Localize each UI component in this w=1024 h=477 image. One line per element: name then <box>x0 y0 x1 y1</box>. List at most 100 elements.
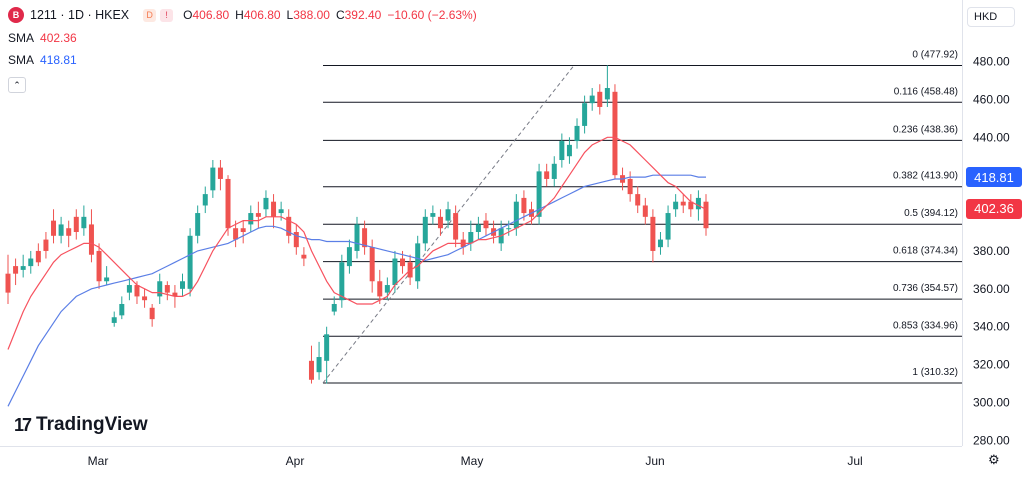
candle[interactable] <box>422 209 428 251</box>
candle[interactable] <box>96 243 102 289</box>
candle[interactable] <box>187 228 193 297</box>
candle[interactable] <box>51 209 57 244</box>
candle[interactable] <box>149 303 155 327</box>
candle[interactable] <box>104 266 110 286</box>
market-closed-badge[interactable]: ! <box>160 8 174 22</box>
delayed-data-badge[interactable]: D <box>143 8 157 22</box>
candle[interactable] <box>217 160 223 191</box>
trend-line[interactable] <box>322 65 575 384</box>
candle[interactable] <box>248 205 254 232</box>
candle[interactable] <box>81 205 87 236</box>
candle[interactable] <box>437 209 443 236</box>
candle[interactable] <box>673 194 679 217</box>
candle[interactable] <box>240 220 246 244</box>
candle[interactable] <box>521 190 527 221</box>
candle[interactable] <box>316 341 322 380</box>
candle[interactable] <box>210 160 216 198</box>
candle[interactable] <box>263 190 269 217</box>
candle[interactable] <box>612 84 618 179</box>
candle[interactable] <box>180 273 185 297</box>
candle[interactable] <box>5 254 11 304</box>
candle[interactable] <box>88 209 94 263</box>
time-axis[interactable]: Mar Apr May Jun Jul <box>0 446 962 477</box>
candle[interactable] <box>415 235 421 289</box>
candle[interactable] <box>582 95 588 134</box>
candle[interactable] <box>13 258 19 286</box>
candle[interactable] <box>680 194 686 214</box>
price-axis[interactable]: 280.00300.00320.00340.00360.00380.00400.… <box>962 0 1024 446</box>
candle[interactable] <box>28 250 34 274</box>
candle[interactable] <box>301 247 307 267</box>
candle[interactable] <box>286 209 292 244</box>
candle[interactable] <box>392 250 398 293</box>
candle[interactable] <box>597 84 603 115</box>
candle[interactable] <box>650 209 656 263</box>
candle[interactable] <box>475 216 481 240</box>
candle[interactable] <box>703 194 709 236</box>
candle[interactable] <box>157 273 163 304</box>
chevron-up-icon: ⌃ <box>13 79 21 90</box>
candle[interactable] <box>445 201 451 229</box>
time-tick-label: Mar <box>88 454 109 468</box>
candle[interactable] <box>271 194 277 229</box>
settings-gear-icon[interactable]: ⚙ <box>988 452 1000 467</box>
candle[interactable] <box>506 220 512 236</box>
candle[interactable] <box>536 163 542 225</box>
currency-selector[interactable]: HKD <box>967 7 1015 27</box>
candle[interactable] <box>604 65 610 107</box>
candle[interactable] <box>362 220 368 255</box>
sma-fast-line[interactable] <box>7 136 707 350</box>
candle[interactable] <box>43 232 49 259</box>
candle[interactable] <box>35 243 41 267</box>
candle[interactable] <box>66 220 72 248</box>
candle[interactable] <box>453 205 459 248</box>
candle[interactable] <box>574 118 580 149</box>
fib-level-label: 0.116 (458.48) <box>894 86 958 97</box>
candle[interactable] <box>589 88 595 111</box>
candle[interactable] <box>293 224 299 255</box>
candle[interactable] <box>377 269 383 304</box>
chart-area[interactable]: 0 (477.92) 0.116 (458.48) 0.236 (438.36) 0.… <box>0 0 962 446</box>
candle[interactable] <box>642 197 648 225</box>
collapse-legend-button[interactable]: ⌃ <box>8 77 26 93</box>
candle[interactable] <box>142 288 148 308</box>
candle[interactable] <box>688 194 694 217</box>
candle[interactable] <box>551 156 557 187</box>
candle[interactable] <box>164 281 170 301</box>
sma-fast-legend[interactable]: SMA 402.36 <box>8 31 77 45</box>
candle[interactable] <box>354 216 360 259</box>
price-tick-label: 320.00 <box>973 358 1010 372</box>
sma-slow-legend[interactable]: SMA 418.81 <box>8 53 77 67</box>
candle[interactable] <box>119 296 125 320</box>
fib-level-label: 0 (477.92) <box>912 49 958 60</box>
fib-level-label: 0.382 (413.90) <box>893 171 958 182</box>
candle[interactable] <box>544 163 550 187</box>
candle[interactable] <box>566 137 572 164</box>
candle[interactable] <box>657 232 663 255</box>
candle[interactable] <box>430 205 436 225</box>
candle[interactable] <box>73 209 79 240</box>
candle[interactable] <box>339 254 345 308</box>
candle[interactable] <box>111 311 117 327</box>
candle[interactable] <box>627 171 633 202</box>
candle[interactable] <box>468 220 474 251</box>
candle[interactable] <box>665 205 671 248</box>
candle[interactable] <box>225 175 231 236</box>
candle[interactable] <box>346 239 352 274</box>
candle[interactable] <box>483 213 489 236</box>
candle[interactable] <box>559 133 565 168</box>
sma-slow-line[interactable] <box>7 174 706 407</box>
candle[interactable] <box>324 326 330 384</box>
time-tick-label: May <box>461 454 484 468</box>
candle[interactable] <box>58 216 64 244</box>
candle[interactable] <box>635 186 641 214</box>
symbol-title[interactable]: 1211 · 1D · HKEX <box>30 8 130 22</box>
candle[interactable] <box>195 205 201 244</box>
candle[interactable] <box>255 201 261 229</box>
candle[interactable] <box>308 345 314 384</box>
candle[interactable] <box>20 254 26 278</box>
candle[interactable] <box>126 277 132 301</box>
candle[interactable] <box>202 186 208 214</box>
candle[interactable] <box>369 239 375 293</box>
candle[interactable] <box>331 296 337 316</box>
